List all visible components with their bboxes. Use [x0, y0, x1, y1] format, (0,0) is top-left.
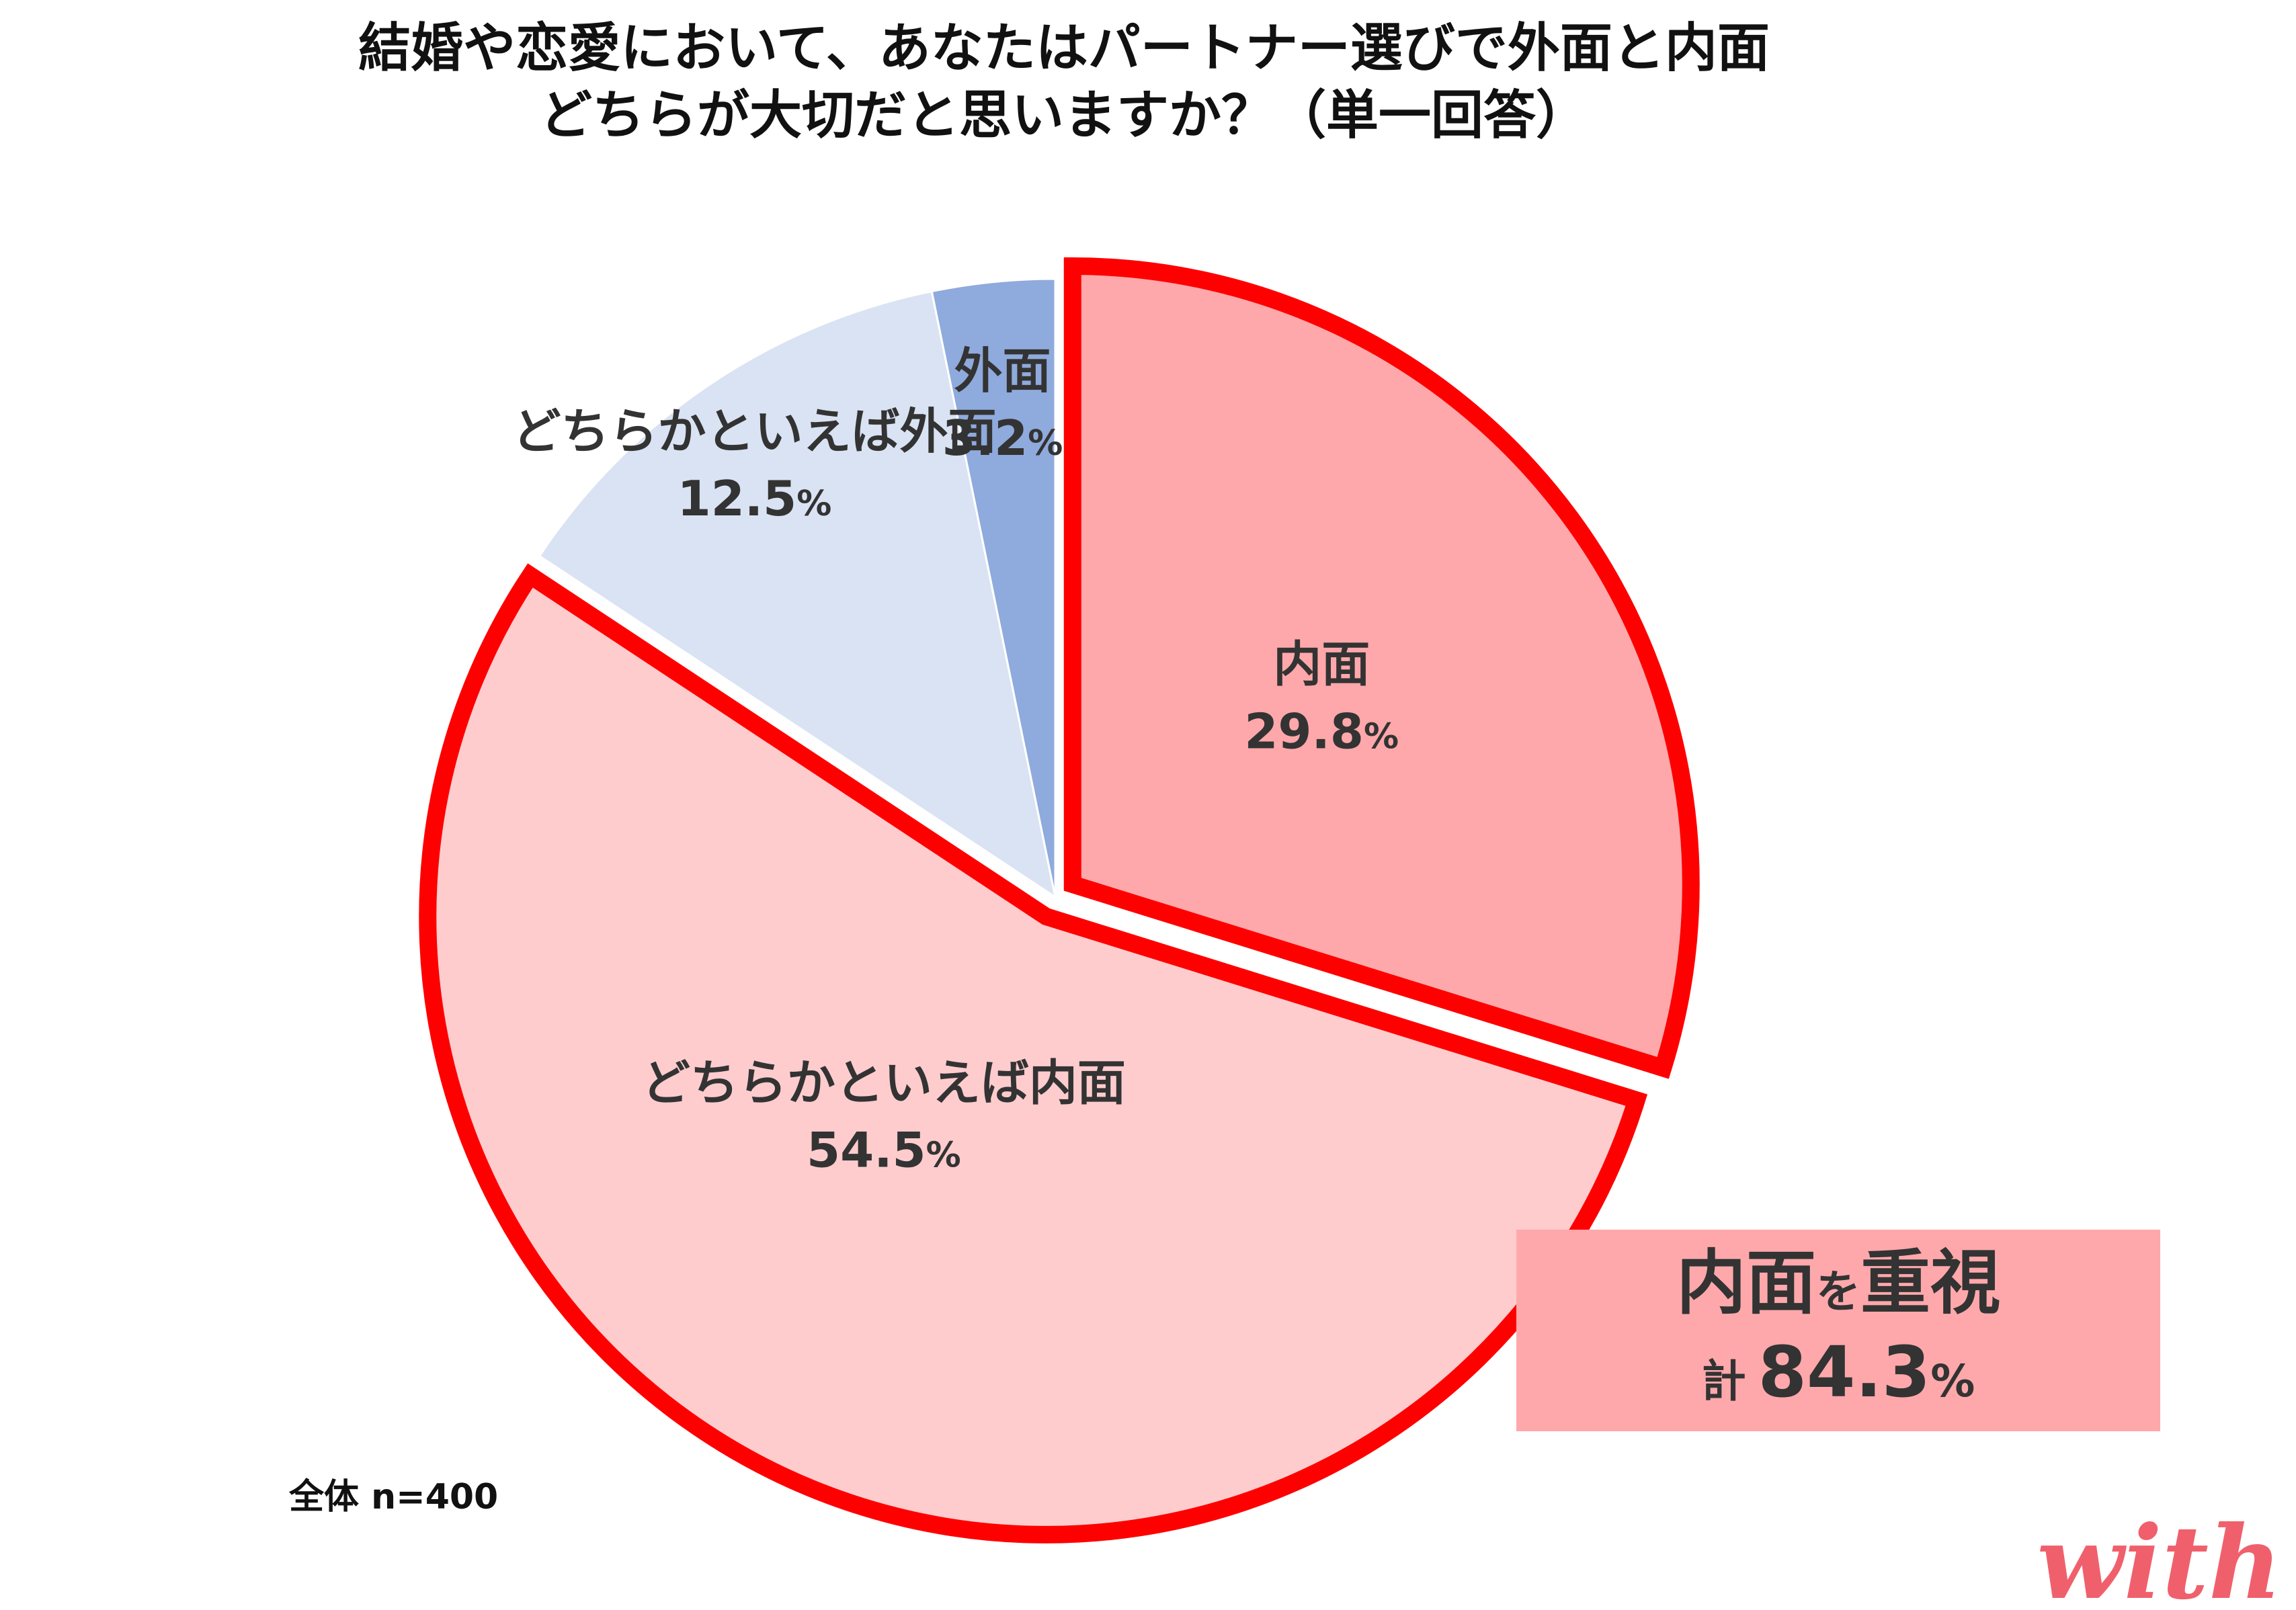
callout-total-label: 計 [1702, 1355, 1746, 1407]
callout-title: 内面を重視 [1676, 1242, 2000, 1324]
slice-label-gaimen: 外面 [954, 343, 1051, 399]
callout-background [1516, 1230, 2160, 1431]
chart-title-line-1: 結婚や恋愛において、あなたはパートナー選びで外面と内面 [358, 18, 1770, 79]
callout-box: 内面を重視 計 84.3% [1516, 1230, 2160, 1431]
slice-value-dochira-naimen: 54.5% [807, 1121, 961, 1178]
sample-size-note: 全体 n=400 [288, 1477, 498, 1517]
callout-title-c: 重視 [1860, 1242, 2000, 1324]
callout-total: 計 84.3% [1702, 1331, 1975, 1413]
with-logo: with [2037, 1504, 2282, 1610]
pie-slice-gaimen [930, 278, 1057, 898]
callout-title-a: 内面 [1676, 1242, 1816, 1324]
slice-label-dochira-gaimen: どちらかといえば外面 [512, 403, 996, 460]
pie-labels: 内面 29.8% どちらかといえば内面 54.5% どちらかといえば外面 12.5% 外面 3… [512, 343, 1399, 1178]
callout-title-b: を [1816, 1266, 1860, 1318]
pie-slice-dochira-naimen [419, 563, 1648, 1543]
pie-slice-naimen [1063, 257, 1700, 1079]
slice-label-naimen: 内面 [1273, 636, 1370, 692]
chart-title-line-2: どちらが大切だと思いますか？（単一回答） [540, 85, 1588, 146]
slice-label-dochira-naimen: どちらかといえば内面 [642, 1054, 1126, 1111]
slice-value-naimen: 29.8% [1244, 703, 1399, 759]
pie-slices [419, 257, 1700, 1543]
slice-value-dochira-gaimen: 12.5% [678, 470, 832, 527]
pie-slice-dochira-gaimen [538, 290, 1057, 900]
callout-total-percent: % [1930, 1355, 1975, 1407]
slice-value-gaimen: 3.2% [942, 410, 1063, 466]
callout-total-value: 84.3 [1758, 1331, 1931, 1413]
